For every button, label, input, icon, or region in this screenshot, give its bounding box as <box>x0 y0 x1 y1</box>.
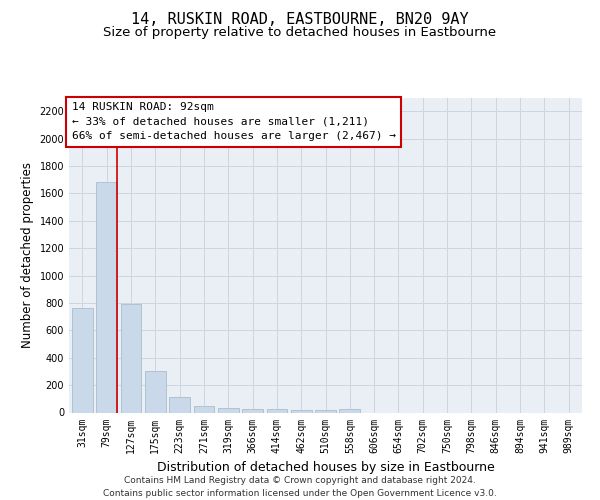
Bar <box>194 406 214 412</box>
Text: Size of property relative to detached houses in Eastbourne: Size of property relative to detached ho… <box>103 26 497 39</box>
Bar <box>169 398 190 412</box>
Bar <box>291 410 311 412</box>
Y-axis label: Number of detached properties: Number of detached properties <box>21 162 34 348</box>
Text: Contains HM Land Registry data © Crown copyright and database right 2024.
Contai: Contains HM Land Registry data © Crown c… <box>103 476 497 498</box>
Bar <box>72 308 93 412</box>
Bar <box>97 182 117 412</box>
X-axis label: Distribution of detached houses by size in Eastbourne: Distribution of detached houses by size … <box>157 461 494 474</box>
Bar <box>315 410 336 412</box>
Text: 14, RUSKIN ROAD, EASTBOURNE, BN20 9AY: 14, RUSKIN ROAD, EASTBOURNE, BN20 9AY <box>131 12 469 28</box>
Bar <box>340 409 360 412</box>
Text: 14 RUSKIN ROAD: 92sqm
← 33% of detached houses are smaller (1,211)
66% of semi-d: 14 RUSKIN ROAD: 92sqm ← 33% of detached … <box>71 102 395 141</box>
Bar <box>121 304 142 412</box>
Bar <box>242 409 263 412</box>
Bar <box>145 372 166 412</box>
Bar <box>218 408 239 412</box>
Bar <box>266 410 287 412</box>
